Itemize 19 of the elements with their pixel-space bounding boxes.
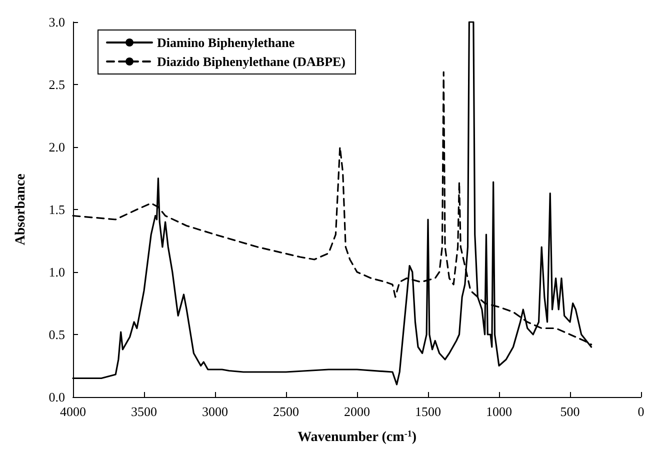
x-tick-label: 3000	[202, 404, 228, 419]
x-tick-label: 2000	[344, 404, 370, 419]
x-tick-label: 1500	[415, 404, 441, 419]
y-axis-title: Absorbance	[14, 174, 28, 246]
legend-label: Diazido Biphenylethane (DABPE)	[157, 54, 346, 69]
x-tick-label: 0	[638, 404, 644, 419]
y-tick-label: 1.5	[48, 202, 65, 217]
x-tick-label: 2500	[273, 404, 299, 419]
x-tick-label: 500	[560, 404, 580, 419]
y-tick-label: 0.0	[48, 390, 65, 404]
y-tick-label: 3.0	[48, 14, 65, 30]
y-tick-label: 1.0	[48, 264, 65, 280]
legend-label: Diamino Biphenylethane	[157, 35, 295, 50]
x-tick-label: 3500	[131, 404, 157, 419]
y-tick-label: 2.0	[48, 140, 65, 154]
x-tick-label: 1000	[486, 404, 512, 419]
y-tick-label: 2.5	[48, 77, 65, 92]
x-tick-label: 4000	[60, 404, 86, 419]
y-tick-label: 0.5	[48, 327, 65, 342]
